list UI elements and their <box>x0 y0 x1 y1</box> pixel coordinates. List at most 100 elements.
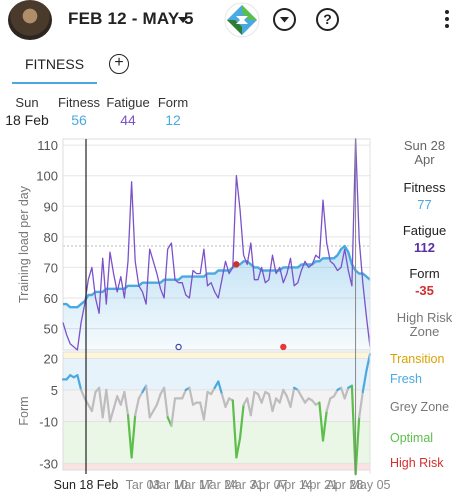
hover-fatigue-value: 112 <box>414 240 435 255</box>
form-series-segment <box>358 390 364 419</box>
form-series-segment <box>137 390 144 400</box>
form-series-segment <box>108 407 115 423</box>
fatigue-series-line <box>62 138 371 351</box>
form-series-segment <box>163 386 169 419</box>
summary-day-name: Sun <box>15 95 39 110</box>
bottom-y-axis-label: Form <box>17 396 31 425</box>
hover-form-label: Form <box>409 266 440 281</box>
hover-date-line2: Apr <box>414 152 435 167</box>
form-series-segment <box>152 403 158 413</box>
x-axis-tick-label: Mar 17 <box>174 478 213 492</box>
date-range-selector[interactable]: FEB 12 - MAY 5 <box>68 9 194 28</box>
top-y-tick-label: 50 <box>44 322 58 337</box>
form-series-segment <box>202 390 209 421</box>
x-axis-tick-label: Apr 28 <box>326 478 363 492</box>
form-series-segment <box>123 390 130 417</box>
form-series-segment <box>134 397 140 417</box>
dropdown-button[interactable] <box>273 8 296 31</box>
more-menu-icon[interactable] <box>444 10 450 32</box>
zone-label-transition: Transition <box>390 352 445 366</box>
form-series-segment <box>220 393 227 408</box>
form-zone-transition-band <box>63 352 370 359</box>
summary-fatigue-value: 44 <box>120 112 136 128</box>
form-zone-high-risk-band <box>63 463 370 470</box>
top-y-axis-label: Training load per day <box>17 185 31 303</box>
form-series-segment <box>321 409 328 442</box>
form-series-segment <box>340 386 346 400</box>
form-series-segment <box>148 409 155 419</box>
form-series-segment <box>365 353 372 373</box>
x-axis-tick-label: May 05 <box>350 478 391 492</box>
chevron-down-icon <box>280 17 289 23</box>
summary-form-value: 12 <box>165 112 181 128</box>
hover-fatigue-label: Fatigue <box>402 223 447 238</box>
hover-fitness-value: 77 <box>417 197 432 212</box>
tab-fitness[interactable]: FITNESS <box>12 56 97 84</box>
top-bar: FEB 12 - MAY 5 ? <box>0 0 467 44</box>
summary-fitness-value: 56 <box>71 112 87 128</box>
zone-label-optimal: Optimal <box>390 431 434 445</box>
form-series-segment <box>105 388 112 423</box>
form-series-segment <box>217 380 223 396</box>
form-series-segment <box>145 384 151 419</box>
event-marker <box>280 343 287 351</box>
form-series-segment <box>235 437 242 459</box>
top-y-tick-label: 90 <box>44 199 58 214</box>
form-series-segment <box>289 386 296 408</box>
form-series-segment <box>260 390 267 404</box>
form-series-segment <box>278 388 285 404</box>
summary-fitness-label: Fitness <box>58 95 100 110</box>
bottom-y-tick-label: -10 <box>39 415 58 430</box>
selected-day-summary: Sun 18 Feb Fitness 56 Fatigue 44 Form 12 <box>0 94 200 134</box>
form-series-segment <box>155 393 162 406</box>
form-series-segment <box>181 388 187 400</box>
x-axis-selected-label: Sun 18 Feb <box>54 478 119 492</box>
form-series-segment <box>361 369 368 394</box>
tab-bar: FITNESS + <box>0 48 467 84</box>
chart-area[interactable]: 110 100 90 80 70 60 50 Training load per day 20 5… <box>0 134 467 500</box>
top-y-tick-label: 110 <box>37 138 58 153</box>
form-series-segment <box>325 397 332 413</box>
form-series-segment <box>126 414 133 459</box>
x-axis-tick-label: Tar 03 <box>126 478 161 492</box>
event-marker <box>233 261 240 268</box>
summary-day-date: 18 Feb <box>5 112 49 128</box>
form-series-segment <box>296 388 303 398</box>
hover-zone-line1: High Risk <box>396 310 453 325</box>
add-tab-icon[interactable]: + <box>109 54 129 74</box>
form-series-segment <box>282 388 288 398</box>
form-series-segment <box>112 395 119 410</box>
form-series-segment <box>188 386 195 406</box>
top-y-tick-label: 70 <box>44 260 58 275</box>
summary-form-label: Form <box>157 95 189 110</box>
form-zone-optimal-band <box>63 421 370 464</box>
form-series-segment <box>170 397 177 427</box>
x-axis-tick-label: Mar 31 <box>224 478 263 492</box>
form-series-segment <box>267 393 274 413</box>
form-series-segment <box>332 388 339 398</box>
form-series-segment <box>210 386 216 396</box>
top-y-tick-label: 100 <box>36 169 58 184</box>
form-series-segment <box>354 416 361 476</box>
help-button[interactable]: ? <box>316 8 339 31</box>
form-series-segment <box>249 390 256 417</box>
form-series-segment <box>318 401 325 442</box>
bottom-y-tick-label: 5 <box>51 383 58 398</box>
fitness-chart[interactable]: 110 100 90 80 70 60 50 Training load per day 20 5… <box>0 134 467 500</box>
form-series-segment <box>90 390 97 413</box>
form-series-segment <box>271 397 278 413</box>
avatar[interactable] <box>8 0 52 40</box>
x-axis-tick-label: Mar 10 <box>149 478 188 492</box>
zone-label-fresh: Fresh <box>390 372 422 386</box>
form-series-segment <box>97 386 104 419</box>
hover-fitness-label: Fitness <box>403 180 446 195</box>
date-range-caret-icon[interactable] <box>178 17 188 23</box>
top-y-tick-label: 60 <box>44 291 58 306</box>
form-series-segment <box>350 384 357 476</box>
form-series-segment <box>231 399 238 459</box>
zone-label-high-risk: High Risk <box>390 456 444 470</box>
top-y-tick-label: 80 <box>44 230 58 245</box>
x-axis-tick-label: Apr 21 <box>301 478 338 492</box>
x-axis-tick-label: Mar 24 <box>199 478 238 492</box>
fitness-area <box>63 246 370 350</box>
